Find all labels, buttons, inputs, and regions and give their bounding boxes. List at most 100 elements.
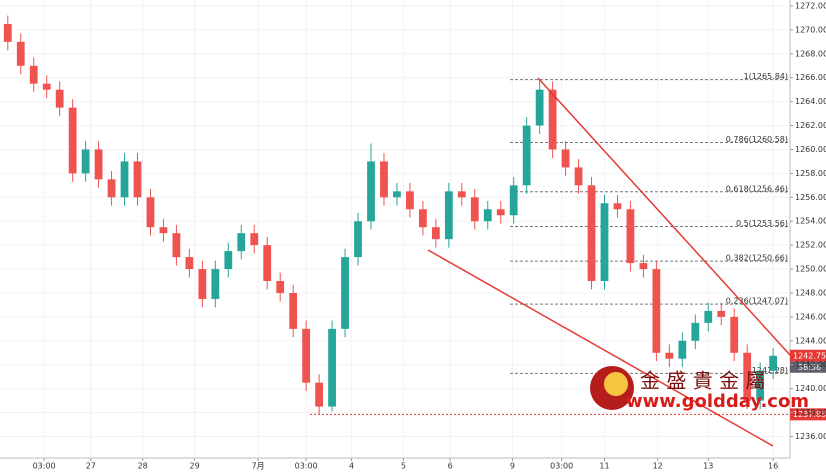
x-tick-label: 29 — [189, 462, 199, 471]
candle-body — [198, 269, 207, 299]
candle-body — [146, 197, 155, 228]
candle-body — [94, 149, 103, 180]
y-tick-label: 1242.00 — [795, 360, 826, 369]
candle-body — [769, 355, 778, 371]
candle-body — [691, 322, 700, 341]
watermark: 金 盛 貴 金 屬 www.goldday.com — [590, 366, 809, 412]
candle-body — [574, 167, 583, 186]
candle-body — [42, 83, 51, 90]
x-tick-label: 27 — [86, 462, 96, 471]
y-tick-label: 1240.00 — [795, 384, 826, 393]
candle-body — [535, 89, 544, 126]
y-tick-label: 1264.00 — [795, 97, 826, 106]
candle-body — [341, 257, 349, 329]
y-tick-label: 1266.00 — [795, 73, 826, 82]
candle-body — [665, 352, 674, 359]
watermark-name: 金 盛 貴 金 屬 — [640, 369, 765, 393]
candle-body — [16, 41, 25, 66]
fib-label: 1(1265.84) — [744, 72, 788, 81]
x-tick-label: 9 — [510, 462, 515, 471]
candle-body — [444, 191, 453, 240]
support-price-label: 1237.85 — [793, 410, 826, 419]
x-tick-label: 16 — [768, 462, 778, 471]
fib-label: 0.5(1253.56) — [736, 219, 788, 228]
candle-body — [263, 245, 272, 282]
y-tick-label: 1254.00 — [795, 217, 826, 226]
candle-body — [68, 107, 77, 174]
candle-body — [302, 328, 311, 383]
candles — [3, 15, 778, 415]
y-tick-label: 1246.00 — [795, 312, 826, 321]
candle-body — [418, 209, 427, 228]
candle-body — [678, 340, 687, 359]
watermark-url: www.goldday.com — [626, 391, 809, 412]
candle-body — [224, 251, 233, 270]
candle-body — [626, 209, 635, 264]
y-tick-label: 1256.00 — [795, 193, 826, 202]
y-tick-label: 1270.00 — [795, 25, 826, 34]
candle-body — [496, 209, 505, 216]
candle-body — [483, 209, 492, 222]
candle-body — [587, 185, 596, 282]
countdown-label: 38:56 — [798, 363, 821, 372]
y-tick-label: 1262.00 — [795, 121, 826, 130]
x-tick-label: 5 — [401, 462, 406, 471]
candle-body — [172, 233, 181, 258]
x-tick-label: 6 — [448, 462, 453, 471]
trend-line-upper — [537, 77, 791, 356]
trend-line-lower — [427, 249, 774, 447]
fib-label: 0.236(1247.07) — [726, 297, 788, 306]
candle-body — [185, 257, 194, 270]
candle-body — [613, 203, 622, 210]
candle-body — [3, 23, 12, 42]
y-tick-label: 1252.00 — [795, 241, 826, 250]
x-tick-label: 03:00 — [295, 462, 318, 471]
candle-body — [120, 161, 129, 198]
x-tick-label: 7月 — [252, 462, 265, 471]
x-tick-label: 11 — [599, 462, 609, 471]
y-tick-label: 1248.00 — [795, 288, 826, 297]
y-tick-label: 1260.00 — [795, 145, 826, 154]
x-tick-label: 03:00 — [33, 462, 56, 471]
candle-body — [652, 269, 661, 353]
candle-body — [276, 281, 285, 293]
x-tick-label: 03:00 — [550, 462, 573, 471]
candle-body — [211, 269, 220, 299]
fibonacci-levels: 1(1265.84) 0.786(1260.58) 0.618(1256.46) 0.… — [510, 72, 790, 375]
candle-body — [431, 227, 440, 240]
candle-body — [470, 197, 479, 222]
candle-body — [639, 263, 648, 270]
candle-body — [328, 328, 336, 407]
y-tick-label: 1236.00 — [795, 432, 826, 441]
candle-body — [406, 191, 414, 210]
fib-label: 0.786(1260.58) — [726, 135, 788, 144]
y-tick-label: 1250.00 — [795, 265, 826, 274]
candle-body — [704, 310, 713, 323]
y-tick-label: 1244.00 — [795, 336, 826, 345]
candle-body — [522, 125, 531, 186]
candle-body — [743, 352, 752, 401]
x-tick-label: 13 — [703, 462, 713, 471]
candle-body — [561, 149, 570, 168]
candle-body — [380, 161, 388, 198]
fib-label: 0.618(1256.46) — [726, 184, 788, 193]
overlay: 1237.85 1242.75 38:56 — [310, 349, 826, 421]
candle-body — [315, 382, 324, 407]
countdown-box — [790, 361, 826, 373]
candle-body — [55, 89, 64, 108]
candle-body — [457, 191, 466, 198]
last-price-label: 1242.75 — [793, 351, 826, 360]
x-tick-label: 28 — [138, 462, 148, 471]
candle-body — [730, 316, 739, 353]
y-tick-label: 1268.00 — [795, 49, 826, 58]
candle-body — [159, 227, 168, 234]
fib-label: 0.382(1250.66) — [726, 254, 788, 263]
candle-body — [289, 292, 298, 329]
candle-body — [756, 370, 765, 401]
candle-body — [367, 161, 375, 222]
y-tick-label: 1272.00 — [795, 1, 826, 10]
candle-body — [354, 221, 362, 258]
candle-body — [393, 191, 401, 198]
candle-body — [81, 149, 90, 174]
